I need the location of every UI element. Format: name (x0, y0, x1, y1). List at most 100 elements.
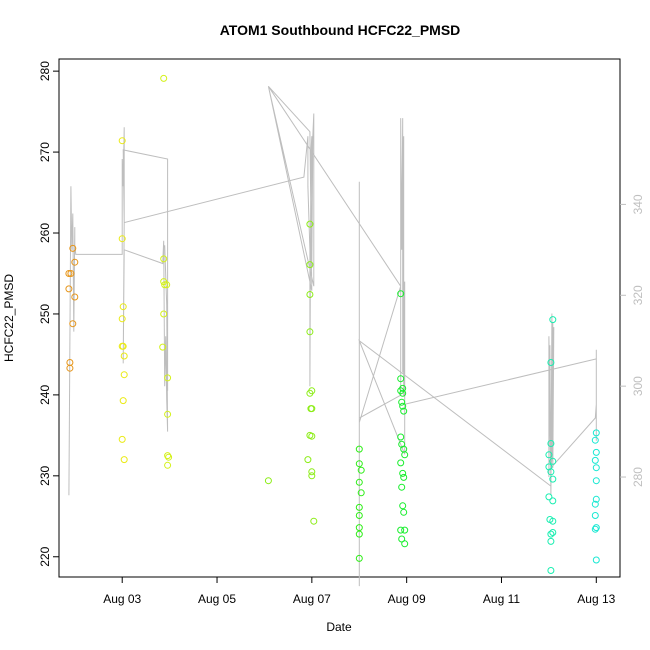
y2-axis-right: 280 300 320 340 (620, 194, 645, 487)
data-point (306, 261, 314, 269)
y-tick-label: 240 (38, 385, 52, 405)
data-point (545, 493, 553, 501)
data-point (400, 407, 408, 415)
data-point (591, 512, 599, 519)
data-point (308, 472, 316, 480)
y-tick-label: 260 (38, 223, 52, 243)
data-point (397, 433, 405, 441)
x-tick-label: Aug 09 (388, 592, 426, 606)
data-point (120, 352, 128, 360)
x-tick-label: Aug 05 (198, 592, 236, 606)
x-axis-label: Date (326, 620, 352, 634)
data-point (355, 478, 363, 486)
data-point (118, 315, 126, 323)
data-point (398, 398, 406, 406)
data-point (119, 342, 127, 350)
data-point (71, 293, 79, 301)
data-point (592, 448, 600, 456)
data-point (118, 435, 126, 443)
data-point (160, 74, 168, 82)
data-point (308, 432, 316, 440)
data-point (547, 440, 555, 447)
data-point (592, 556, 600, 564)
data-point (397, 375, 405, 383)
data-point (65, 270, 73, 277)
data-point (355, 445, 363, 453)
y2-tick-label: 300 (631, 376, 645, 396)
data-point (397, 290, 405, 298)
x-tick-label: Aug 03 (103, 592, 141, 606)
data-point (355, 554, 363, 562)
data-point (310, 517, 318, 525)
data-point (547, 567, 555, 574)
data-point (159, 343, 167, 351)
y-tick-label: 270 (38, 142, 52, 162)
line-layer (68, 85, 597, 587)
y2-tick-label: 320 (631, 285, 645, 305)
data-point (549, 316, 557, 324)
x-tick-label: Aug 13 (577, 592, 615, 606)
data-point (357, 489, 365, 497)
data-point (401, 526, 409, 534)
data-point (591, 500, 599, 508)
data-point (308, 468, 316, 476)
data-point (397, 526, 405, 534)
data-point (120, 456, 128, 464)
data-point (547, 537, 555, 545)
data-point (399, 469, 407, 477)
data-point (163, 281, 171, 289)
data-point (549, 517, 557, 525)
data-point (400, 508, 408, 516)
data-point (67, 270, 75, 277)
data-point (549, 529, 557, 536)
data-point (164, 452, 172, 460)
y-tick-label: 220 (38, 546, 52, 566)
data-point (399, 502, 407, 510)
data-point (591, 456, 599, 464)
data-point (164, 461, 172, 469)
data-point (165, 453, 173, 461)
data-point (307, 405, 315, 413)
data-point (69, 244, 77, 252)
y-axis-label: HCFC22_PMSD (2, 274, 16, 362)
y-axis: 220 230 240 250 260 270 280 (38, 61, 59, 567)
data-point (306, 291, 314, 298)
y-tick-label: 230 (38, 465, 52, 485)
data-point (120, 371, 128, 379)
data-point (592, 429, 600, 437)
x-axis: Aug 03 Aug 05 Aug 07 Aug 09 Aug 11 Aug 13 (103, 577, 616, 606)
data-point (160, 310, 168, 318)
data-point (592, 495, 600, 503)
data-point (119, 397, 127, 405)
data-point (547, 530, 555, 538)
data-point (357, 466, 365, 474)
data-point (592, 524, 600, 532)
data-point (355, 503, 363, 511)
data-point (355, 512, 363, 519)
data-point (164, 374, 172, 382)
data-point (118, 137, 126, 145)
data-point (401, 540, 409, 548)
data-point (161, 281, 169, 289)
data-point (306, 328, 314, 336)
data-point (401, 451, 409, 459)
data-point (399, 402, 407, 410)
chart-title: ATOM1 Southbound HCFC22_PMSD (220, 22, 461, 38)
y-tick-label: 280 (38, 61, 52, 81)
data-point (355, 530, 363, 538)
line-series-0 (68, 85, 597, 587)
data-point (591, 525, 599, 533)
data-point (71, 258, 79, 266)
data-point (547, 359, 555, 366)
data-point (397, 459, 405, 467)
data-point (164, 410, 172, 418)
data-point (592, 464, 600, 472)
x-tick-label: Aug 11 (483, 592, 520, 606)
points-layer (65, 74, 600, 574)
data-point (399, 389, 407, 397)
x-tick-label: Aug 07 (293, 592, 331, 606)
data-point (65, 285, 73, 293)
data-point (592, 477, 600, 485)
data-point (549, 457, 557, 465)
